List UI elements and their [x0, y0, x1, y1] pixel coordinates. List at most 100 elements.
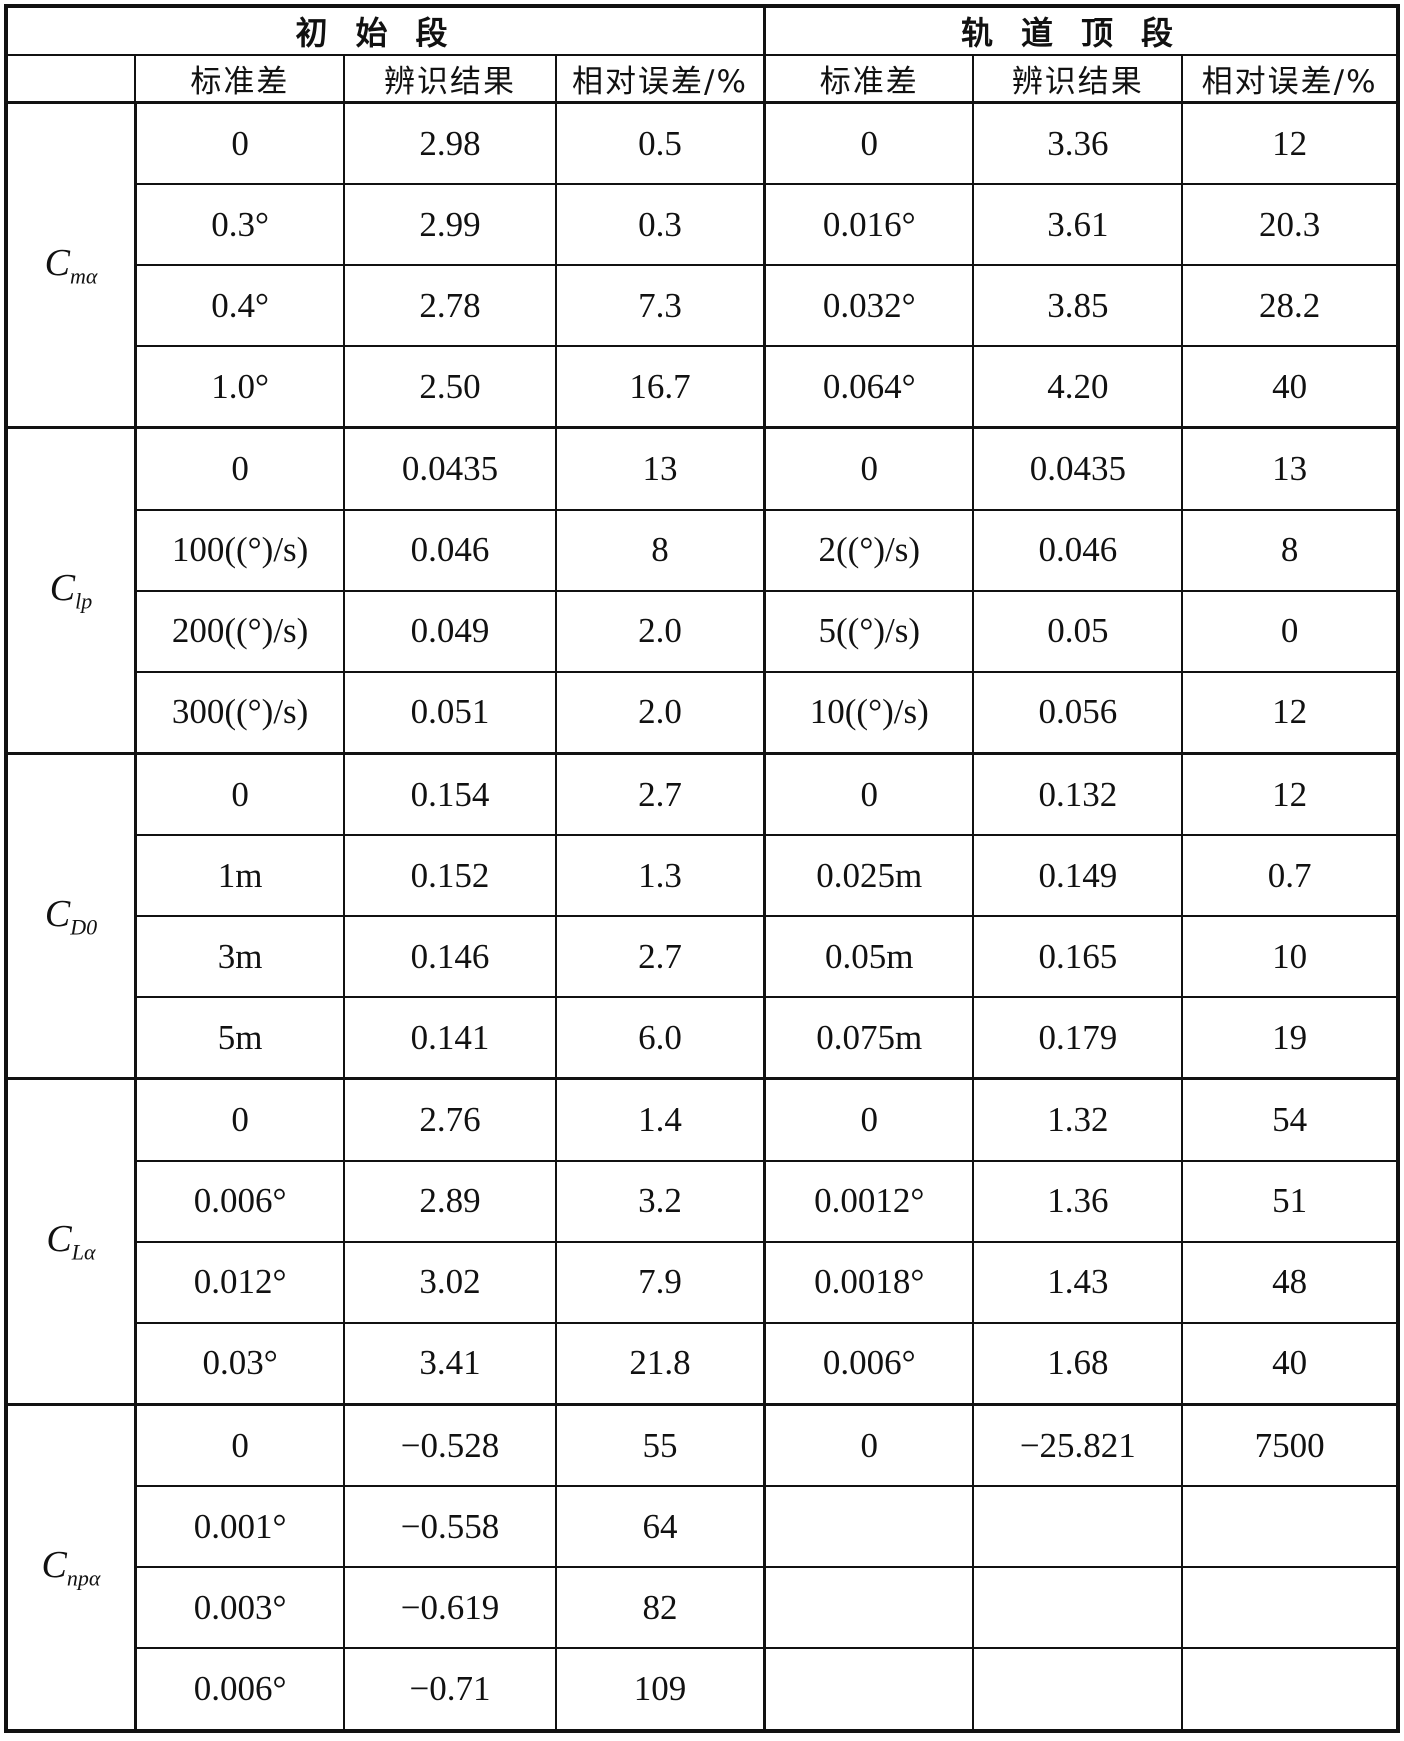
result-initial-cell: 3.02	[343, 1240, 557, 1324]
std-apogee-cell	[763, 1566, 975, 1649]
error-apogee-cell: 40	[1181, 1321, 1399, 1406]
parameter-symbol: C	[44, 892, 71, 935]
std-initial-cell: 0	[134, 1402, 346, 1488]
table-row: 3m 0.146 2.7 0.05m 0.165 10	[6, 915, 1399, 999]
error-initial-cell: 0.5	[554, 101, 766, 186]
std-initial-cell: 1m	[134, 834, 346, 918]
parameter-label: Clp	[4, 426, 137, 755]
std-apogee-cell: 0.064°	[763, 345, 975, 429]
result-initial-cell: 0.0435	[343, 426, 557, 511]
std-initial-cell: 3m	[134, 915, 346, 999]
error-initial-cell: 1.4	[554, 1077, 766, 1162]
parameter-symbol: C	[49, 567, 76, 610]
error-initial-cell: 7.9	[554, 1240, 766, 1324]
result-initial-cell: 0.152	[343, 834, 557, 918]
parameter-symbol: C	[44, 241, 70, 284]
error-initial-cell: 8	[554, 508, 766, 592]
result-apogee-cell: 0.179	[972, 996, 1184, 1080]
blank-header	[4, 54, 137, 104]
result-apogee-cell: 1.36	[972, 1159, 1184, 1243]
error-apogee-cell	[1181, 1647, 1399, 1732]
result-initial-cell: 2.89	[343, 1159, 557, 1243]
std-apogee-cell: 0	[763, 1077, 975, 1162]
error-apogee-cell: 12	[1181, 751, 1399, 837]
std-apogee-cell: 0.025m	[763, 834, 975, 918]
error-apogee-cell: 12	[1181, 101, 1399, 186]
error-apogee-cell: 8	[1181, 508, 1399, 592]
error-initial-cell: 6.0	[554, 996, 766, 1080]
column-header-row: 标准差 辨识结果 相对误差/% 标准差 辨识结果 相对误差/%	[4, 54, 1399, 104]
table-row: 0.4° 2.78 7.3 0.032° 3.85 28.2	[6, 264, 1399, 348]
error-initial-cell: 2.7	[554, 751, 766, 837]
table-row: 300((°)/s) 0.051 2.0 10((°)/s) 0.056 12	[6, 670, 1399, 755]
result-initial-cell: −0.528	[343, 1402, 557, 1488]
section-header-row: 初始段 轨道顶段	[5, 5, 1400, 56]
table-row: 0.001° −0.558 64	[6, 1485, 1399, 1569]
parameter-subscript: D0	[70, 914, 98, 940]
result-initial-cell: −0.558	[343, 1485, 557, 1569]
result-initial-cell: 2.50	[343, 345, 557, 429]
error-apogee-cell: 0	[1181, 589, 1399, 673]
result-initial-cell: 2.98	[343, 101, 557, 186]
std-initial-cell: 5m	[134, 996, 346, 1080]
table-row: 0.006° −0.71 109	[6, 1647, 1399, 1732]
error-apogee-cell: 10	[1181, 915, 1399, 999]
result-apogee-cell	[972, 1485, 1184, 1569]
error-initial-cell: 109	[554, 1647, 766, 1732]
result-apogee-cell: 0.165	[972, 915, 1184, 999]
error-initial-cell: 16.7	[554, 345, 766, 429]
std-initial-cell: 200((°)/s)	[134, 589, 346, 673]
result-apogee-cell: 4.20	[972, 345, 1184, 429]
std-apogee-cell: 0.0018°	[763, 1240, 975, 1324]
error-apogee-cell: 40	[1181, 345, 1399, 429]
error-initial-cell: 13	[554, 426, 766, 511]
std-initial-cell: 0	[134, 1077, 346, 1162]
result-initial-cell: 0.154	[343, 751, 557, 837]
table-row: 5m 0.141 6.0 0.075m 0.179 19	[6, 996, 1399, 1080]
error-apogee-cell: 28.2	[1181, 264, 1399, 348]
parameter-subscript: mα	[69, 263, 98, 289]
parameter-subscript: npα	[66, 1565, 101, 1591]
result-initial-cell: 2.99	[343, 183, 557, 267]
error-initial-cell: 82	[554, 1566, 766, 1649]
result-apogee-cell: 3.61	[972, 183, 1184, 267]
result-apogee-cell: 0.05	[972, 589, 1184, 673]
error-initial-cell: 2.7	[554, 915, 766, 999]
table-row: 0.03° 3.41 21.8 0.006° 1.68 40	[6, 1321, 1399, 1406]
error-apogee-cell: 0.7	[1181, 834, 1399, 918]
error-apogee-cell: 12	[1181, 670, 1399, 755]
error-initial-cell: 2.0	[554, 670, 766, 755]
std-apogee-cell: 0	[763, 751, 975, 837]
parameter-subscript: Lα	[71, 1239, 96, 1265]
result-apogee-cell: 0.132	[972, 751, 1184, 837]
result-initial-cell: 0.049	[343, 589, 557, 673]
parameter-label: CD0	[4, 751, 137, 1080]
result-initial-cell: 3.41	[343, 1321, 557, 1406]
table-row: 0.3° 2.99 0.3 0.016° 3.61 20.3	[6, 183, 1399, 267]
table-row: 0.006° 2.89 3.2 0.0012° 1.36 51	[6, 1159, 1399, 1243]
result-apogee-cell	[972, 1566, 1184, 1649]
table-row: CD0 0 0.154 2.7 0 0.132 12	[4, 751, 1399, 1080]
result-apogee-cell: 1.68	[972, 1321, 1184, 1406]
parameter-symbol: C	[41, 1544, 67, 1587]
result-apogee-cell: 0.046	[972, 508, 1184, 592]
std-apogee-cell: 0.032°	[763, 264, 975, 348]
std-apogee-cell: 0.0012°	[763, 1159, 975, 1243]
error-apogee-cell: 20.3	[1181, 183, 1399, 267]
parameter-subscript: lp	[75, 589, 93, 614]
result-initial-cell: −0.619	[343, 1566, 557, 1649]
identification-results-table: 初始段 轨道顶段 标准差 辨识结果 相对误差/% 标准差 辨识结果 相对误差/%…	[4, 4, 1400, 1733]
result-apogee-cell: −25.821	[972, 1402, 1184, 1488]
std-apogee-cell: 0.006°	[763, 1321, 975, 1406]
std-initial-cell: 0.4°	[134, 264, 346, 348]
error-initial-cell: 21.8	[554, 1321, 766, 1406]
col-result-apogee: 辨识结果	[972, 54, 1184, 104]
result-apogee-cell: 0.149	[972, 834, 1184, 918]
result-initial-cell: 0.046	[343, 508, 557, 592]
error-apogee-cell	[1181, 1566, 1399, 1649]
error-initial-cell: 7.3	[554, 264, 766, 348]
result-initial-cell: 0.141	[343, 996, 557, 1080]
std-apogee-cell: 0.016°	[763, 183, 975, 267]
result-initial-cell: 0.146	[343, 915, 557, 999]
result-apogee-cell	[972, 1647, 1184, 1732]
